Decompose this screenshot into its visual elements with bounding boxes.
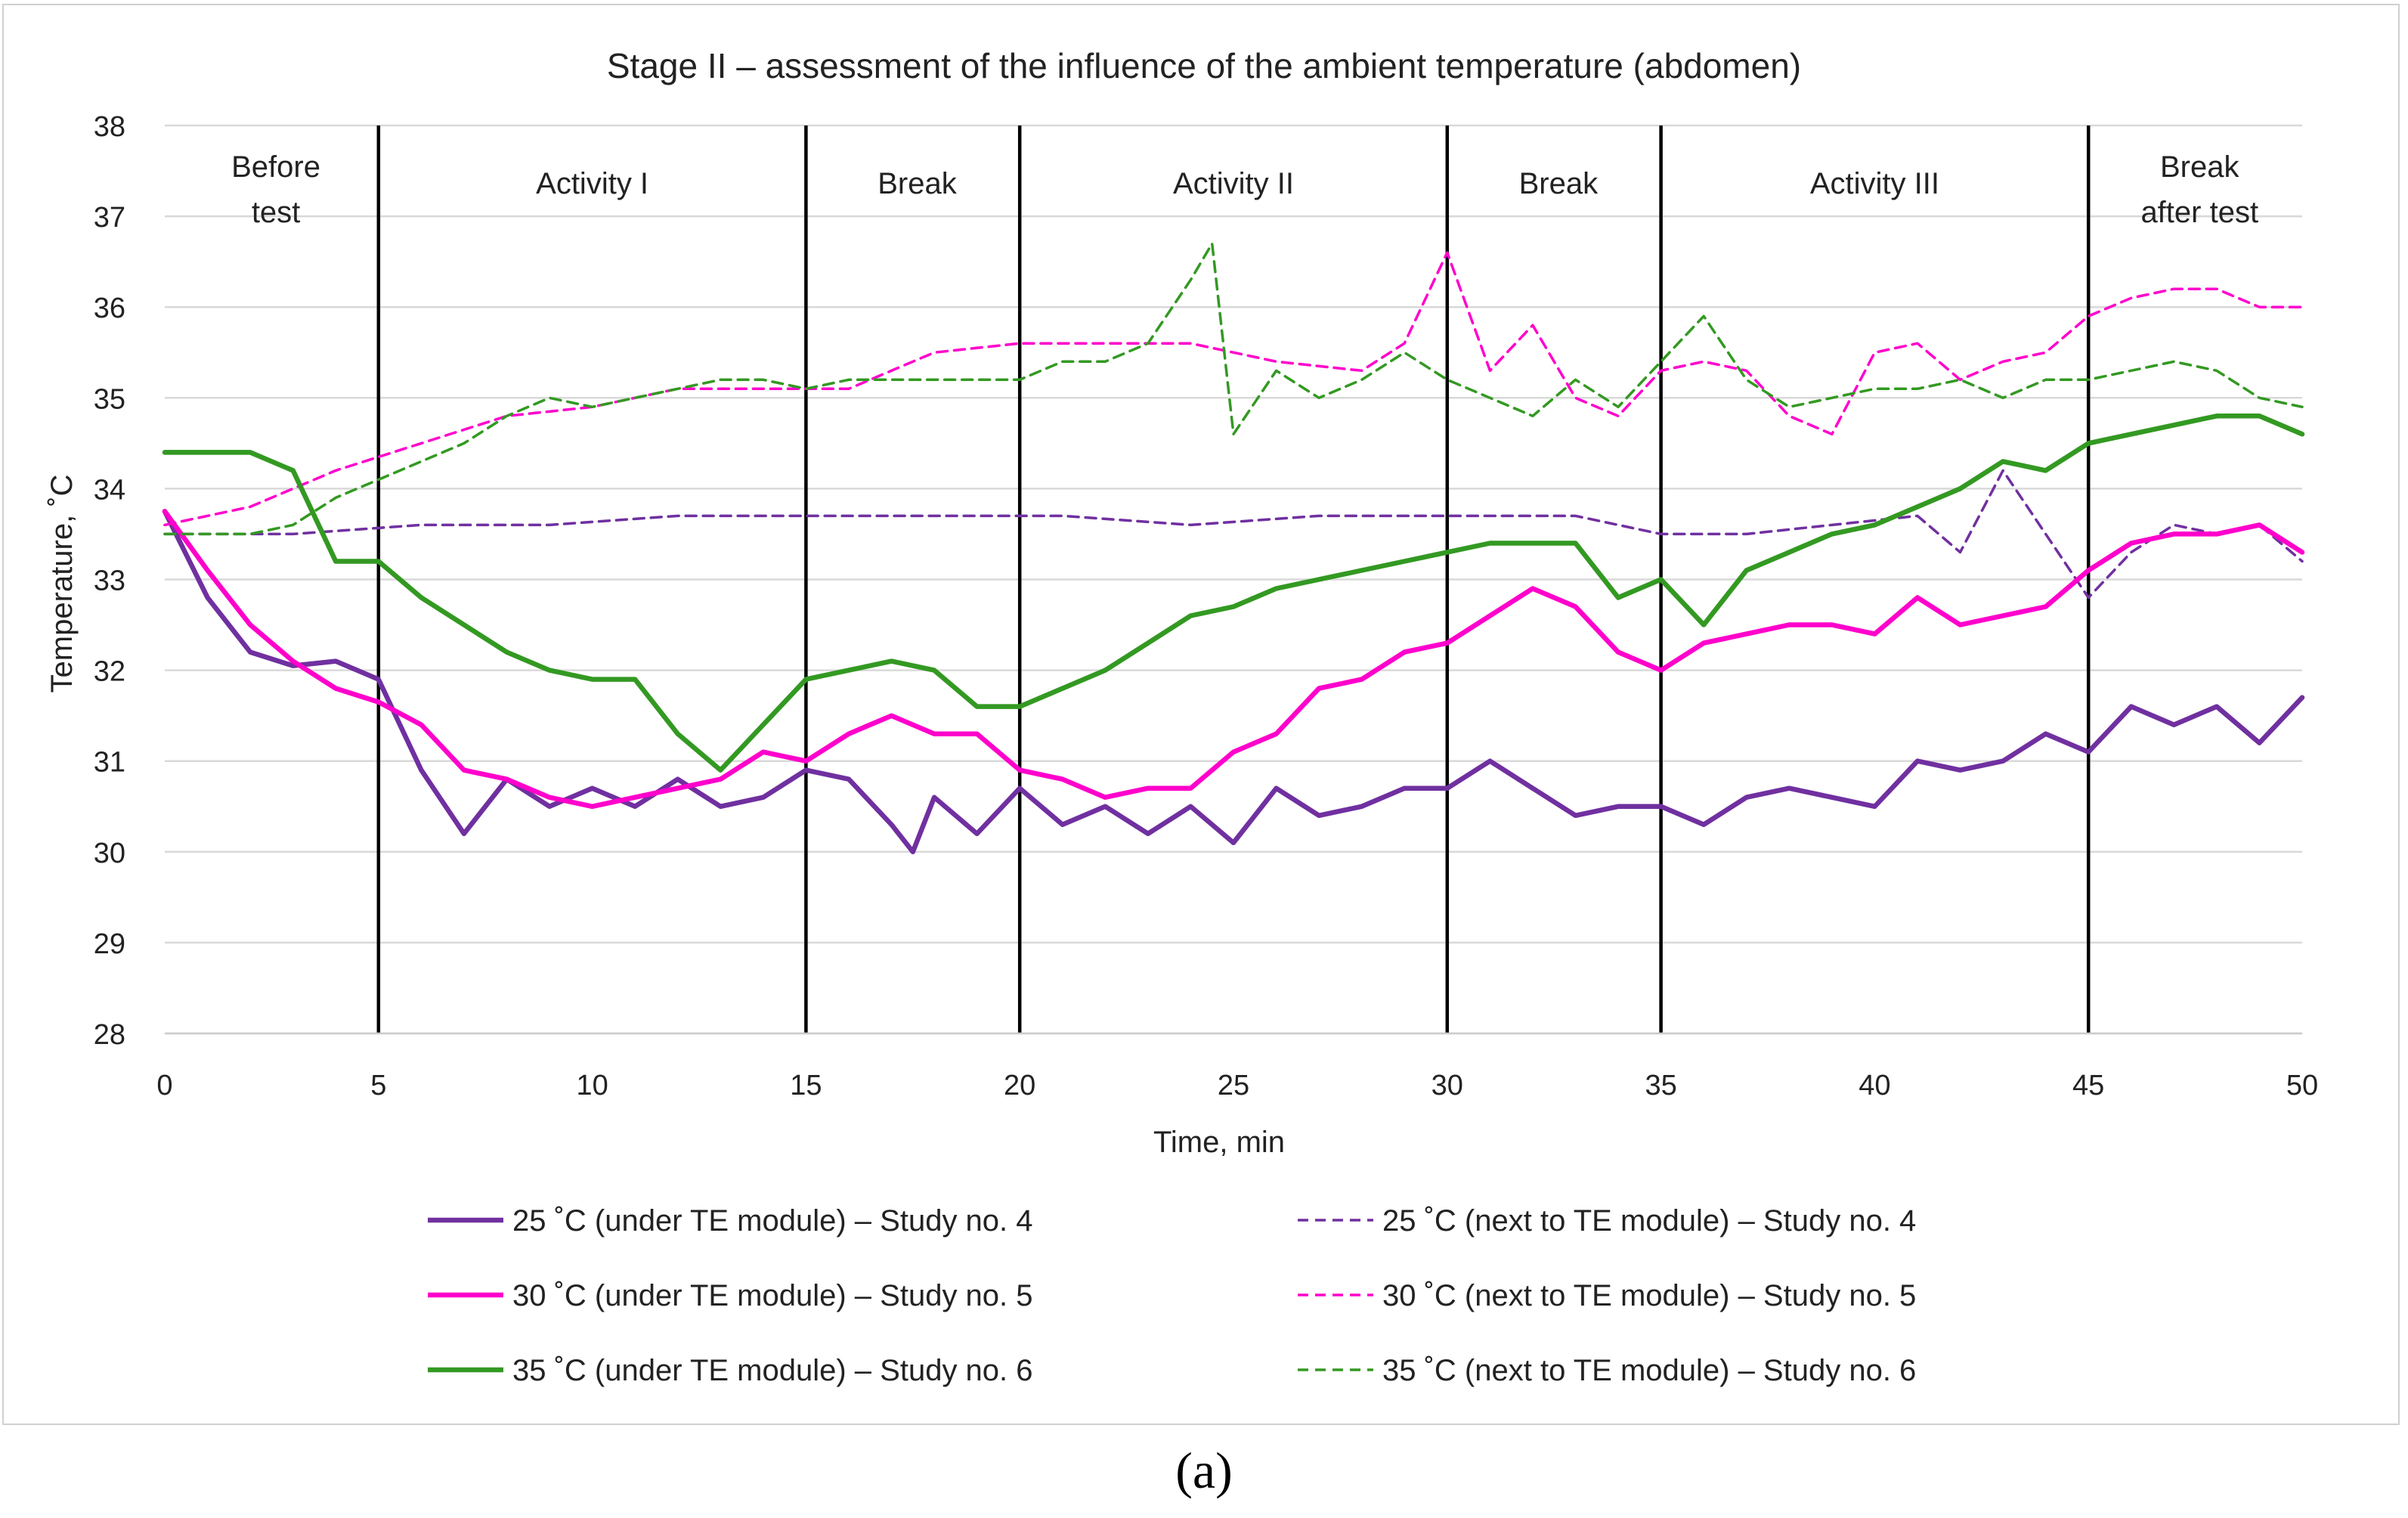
phase-boundaries: Before test Activity I Break Activity II Brea…: [231, 125, 2258, 1033]
legend: 25 ˚C (under TE module) – Study no. 4 25 …: [428, 1204, 1916, 1387]
phase-label: Before: [231, 150, 320, 184]
x-axis-label: Time, min: [1153, 1126, 1285, 1159]
phase-label: after test: [2140, 196, 2258, 229]
y-tick-label: 30: [94, 838, 125, 869]
x-tick-label: 45: [2072, 1070, 2104, 1101]
x-tick-label: 35: [1645, 1070, 1676, 1101]
x-tick-label: 40: [1859, 1070, 1890, 1101]
y-tick-label: 32: [94, 656, 125, 688]
series-line-2: [163, 469, 2304, 599]
legend-label: 30 ˚C (under TE module) – Study no. 5: [512, 1279, 1033, 1312]
x-tick-label: 25: [1218, 1070, 1249, 1101]
x-tick-label: 20: [1004, 1070, 1035, 1101]
y-tick-label: 31: [94, 747, 125, 779]
y-axis-label: Temperature, ˚C: [45, 475, 79, 693]
legend-label: 25 ˚C (next to TE module) – Study no. 4: [1382, 1204, 1916, 1238]
x-tick-label: 5: [370, 1070, 386, 1101]
x-tick-label: 15: [790, 1070, 822, 1101]
x-tick-label: 30: [1431, 1070, 1463, 1101]
legend-label: 35 ˚C (next to TE module) – Study no. 6: [1382, 1354, 1916, 1387]
series-line-3: [162, 509, 2305, 810]
phase-label: Break: [877, 167, 957, 200]
gridlines: [165, 124, 2302, 1035]
phase-label: Activity I: [536, 167, 648, 200]
y-tick-label: 38: [94, 111, 125, 143]
phase-label: Activity II: [1173, 167, 1294, 200]
y-tick-label: 37: [94, 202, 125, 234]
phase-label: Activity III: [1810, 167, 1939, 200]
y-tick-label: 28: [94, 1019, 125, 1051]
y-tick-label: 33: [94, 565, 125, 597]
phase-label: Break: [1519, 167, 1599, 200]
series-lines: [162, 242, 2305, 855]
chart-frame: [2, 4, 2400, 1425]
figure-caption: (a): [1175, 1442, 1232, 1499]
series-line-1: [162, 509, 2305, 855]
y-tick-label: 36: [94, 293, 125, 324]
legend-label: 35 ˚C (under TE module) – Study no. 6: [512, 1354, 1033, 1387]
axes: 28 29 30 31 32 33 34 35 36 37 38 0 5 10 15 20 25 30 35 40 45…: [94, 111, 2318, 1101]
chart-title: Stage II – assessment of the influence o…: [607, 46, 1801, 85]
phase-label: Break: [2160, 150, 2239, 184]
phase-label: test: [252, 196, 300, 229]
legend-label: 30 ˚C (next to TE module) – Study no. 5: [1382, 1279, 1916, 1312]
x-tick-label: 10: [576, 1070, 608, 1101]
series-line-6: [163, 242, 2304, 536]
y-tick-label: 35: [94, 383, 125, 415]
x-tick-label: 50: [2286, 1070, 2318, 1101]
series-line-5: [162, 414, 2305, 773]
y-tick-label: 34: [94, 474, 125, 506]
x-tick-label: 0: [156, 1070, 172, 1101]
legend-label: 25 ˚C (under TE module) – Study no. 4: [512, 1204, 1033, 1238]
y-tick-label: 29: [94, 928, 125, 960]
